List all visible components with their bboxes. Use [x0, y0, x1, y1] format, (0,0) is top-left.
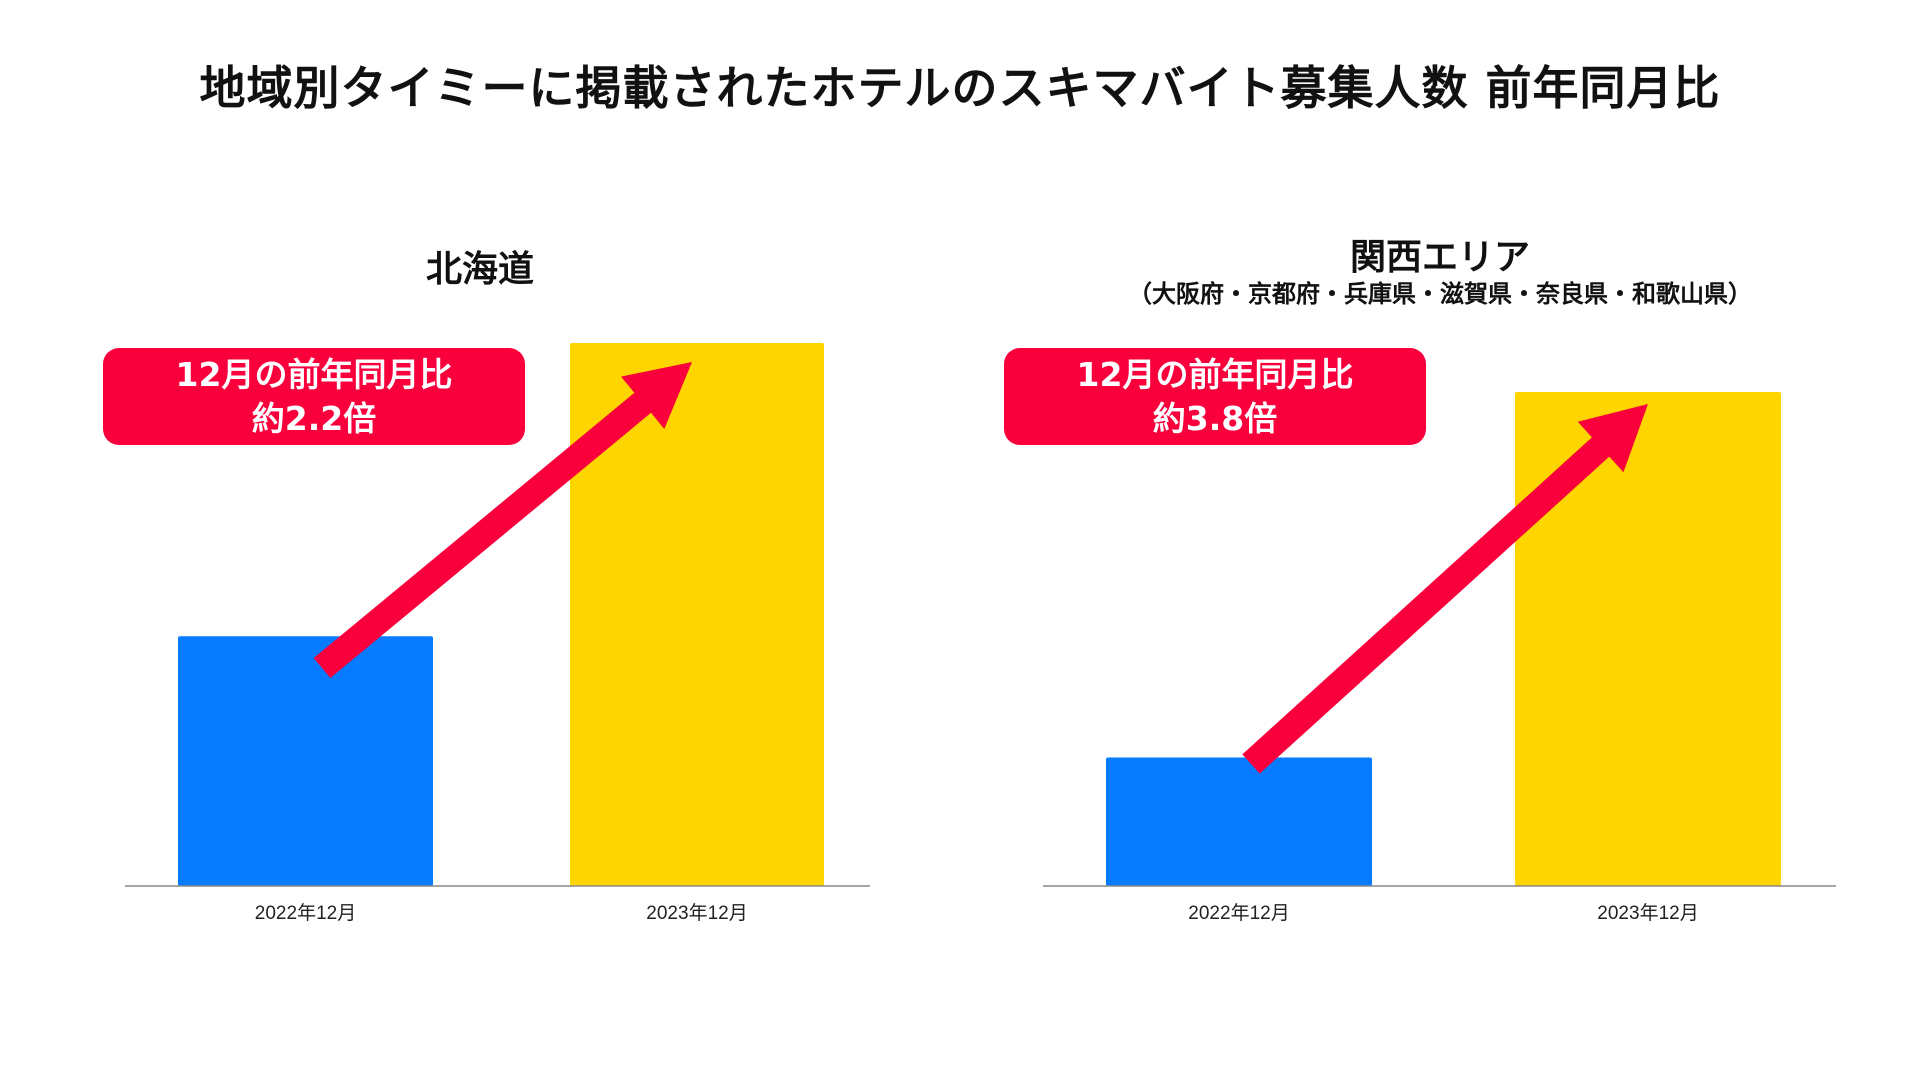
bar-2023 [1515, 392, 1781, 886]
x-tick-label: 2023年12月 [1597, 902, 1698, 924]
chart-title: 北海道 [425, 249, 534, 290]
chart-subtitle: （大阪府・京都府・兵庫県・滋賀県・奈良県・和歌山県） [1128, 280, 1752, 308]
ratio-callout: 12月の前年同月比 約2.2倍 [103, 348, 525, 445]
chart-panel-kansai: 関西エリア （大阪府・京都府・兵庫県・滋賀県・奈良県・和歌山県） 2022年12… [960, 0, 1920, 1080]
growth-arrow [1242, 404, 1648, 774]
bar-2022 [1106, 757, 1372, 886]
growth-arrow [313, 362, 692, 678]
x-tick-label: 2023年12月 [646, 902, 747, 924]
bar-2023 [570, 343, 824, 886]
bar-2022 [178, 636, 433, 886]
chart-title: 関西エリア [1349, 237, 1530, 278]
chart-panel-hokkaido: 北海道 2022年12月 2023年12月 12月の前年同月比 約2.2倍 [103, 249, 870, 924]
ratio-callout: 12月の前年同月比 約3.8倍 [1004, 348, 1426, 445]
page-title: 地域別タイミーに掲載されたホテルのスキマバイト募集人数 前年同月比 [199, 61, 1721, 115]
callout-line-2: 約2.2倍 [251, 398, 377, 438]
callout-line-1: 12月の前年同月比 [1076, 354, 1354, 394]
chart-canvas: 2022年12月 2023年12月 [1043, 392, 1836, 924]
chart-canvas: 2022年12月 2023年12月 [125, 343, 870, 924]
x-tick-label: 2022年12月 [255, 902, 356, 924]
callout-line-2: 約3.8倍 [1152, 398, 1278, 438]
x-tick-label: 2022年12月 [1188, 902, 1289, 924]
callout-line-1: 12月の前年同月比 [175, 354, 453, 394]
